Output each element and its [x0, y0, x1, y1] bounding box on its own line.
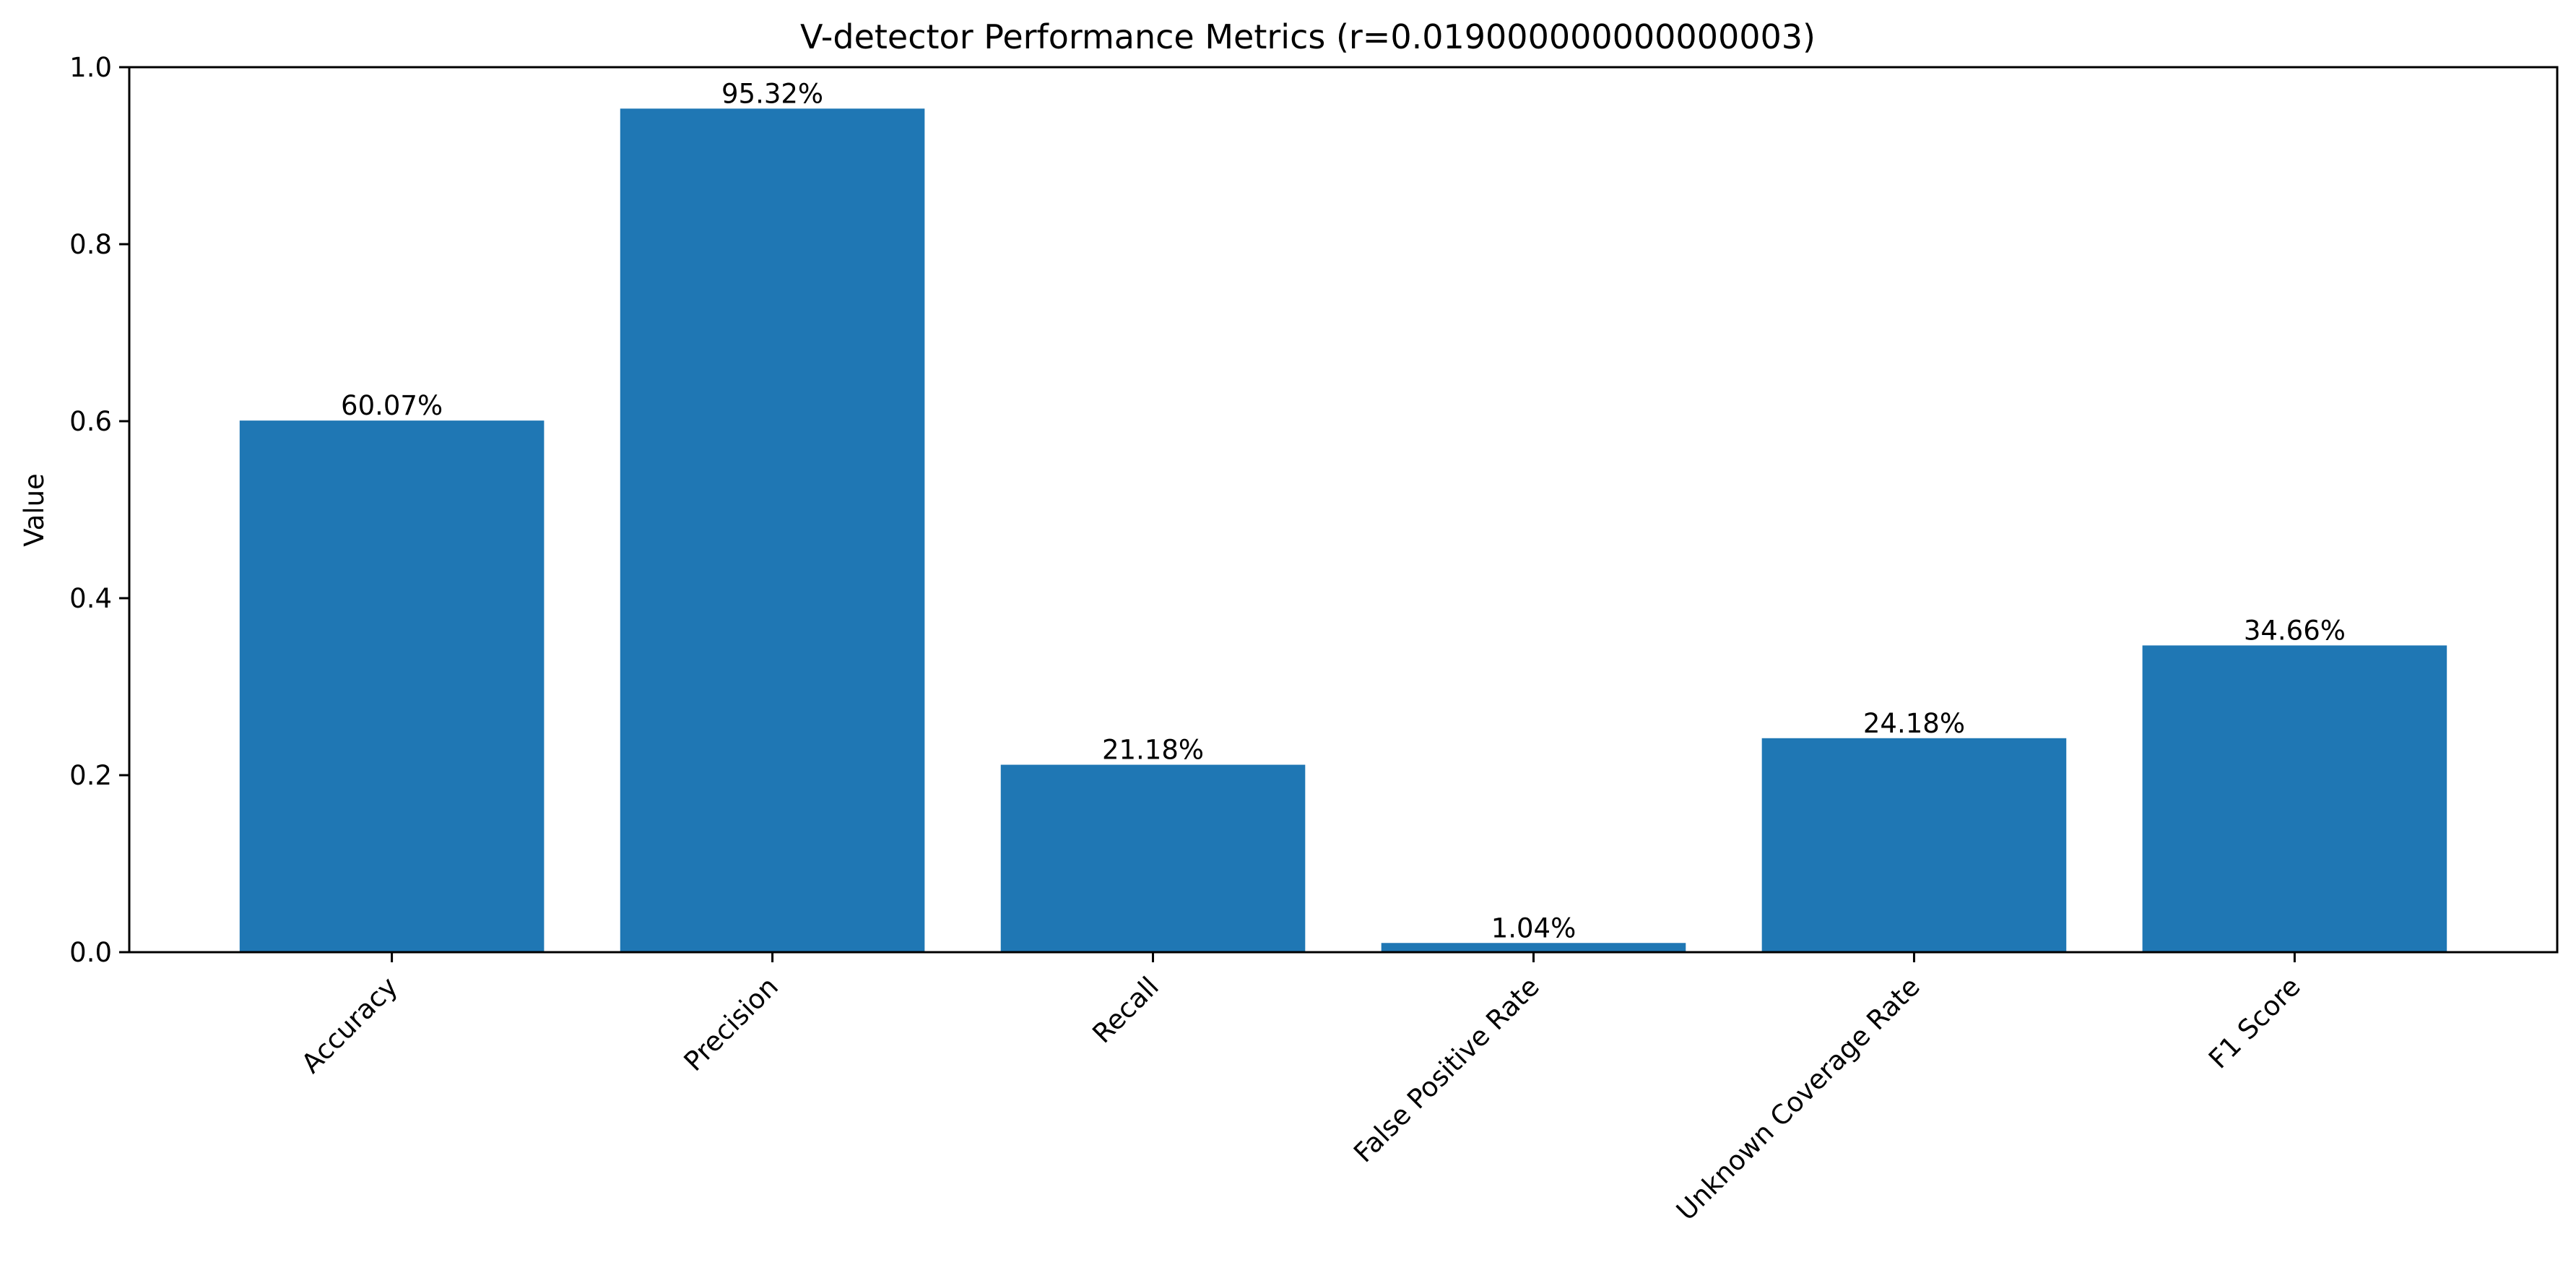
bar [1381, 943, 1686, 952]
y-axis-ticks: 0.0 0.2 0.4 0.6 0.8 1.0 [69, 52, 129, 968]
x-axis-ticks: Accuracy Precision Recall False Positive Ra… [295, 952, 2307, 1227]
chart-title: V-detector Performance Metrics (r=0.0190… [800, 17, 1816, 56]
x-tick-label: Accuracy [295, 971, 404, 1079]
data-label: 21.18% [1102, 735, 1204, 766]
bars-layer [239, 108, 2447, 953]
y-tick-label: 0.6 [69, 406, 112, 437]
x-tick-label: Recall [1086, 971, 1164, 1049]
bar [1761, 738, 2067, 952]
y-tick-label: 1.0 [69, 52, 112, 83]
y-tick-label: 0.0 [69, 937, 112, 968]
x-tick-label: Precision [678, 971, 784, 1077]
data-label: 34.66% [2244, 615, 2346, 646]
y-tick-label: 0.2 [69, 760, 112, 791]
y-axis-label: Value [19, 473, 50, 547]
data-labels-layer: 60.07% 95.32% 21.18% 1.04% 24.18% 34.66% [341, 78, 2346, 944]
axes [128, 66, 2559, 954]
data-label: 95.32% [721, 78, 823, 109]
data-label: 60.07% [341, 390, 443, 421]
bar [1000, 764, 1306, 952]
x-tick-label: Unknown Coverage Rate [1670, 971, 1926, 1227]
bar [239, 420, 545, 952]
y-tick-label: 0.4 [69, 583, 112, 614]
x-tick-label: F1 Score [2203, 971, 2307, 1075]
plot-frame [128, 66, 2559, 954]
data-label: 24.18% [1863, 708, 1965, 739]
bar [2142, 645, 2447, 952]
data-label: 1.04% [1491, 912, 1577, 944]
y-tick-label: 0.8 [69, 229, 112, 260]
x-tick-label: False Positive Rate [1348, 971, 1545, 1169]
bar [620, 108, 925, 953]
